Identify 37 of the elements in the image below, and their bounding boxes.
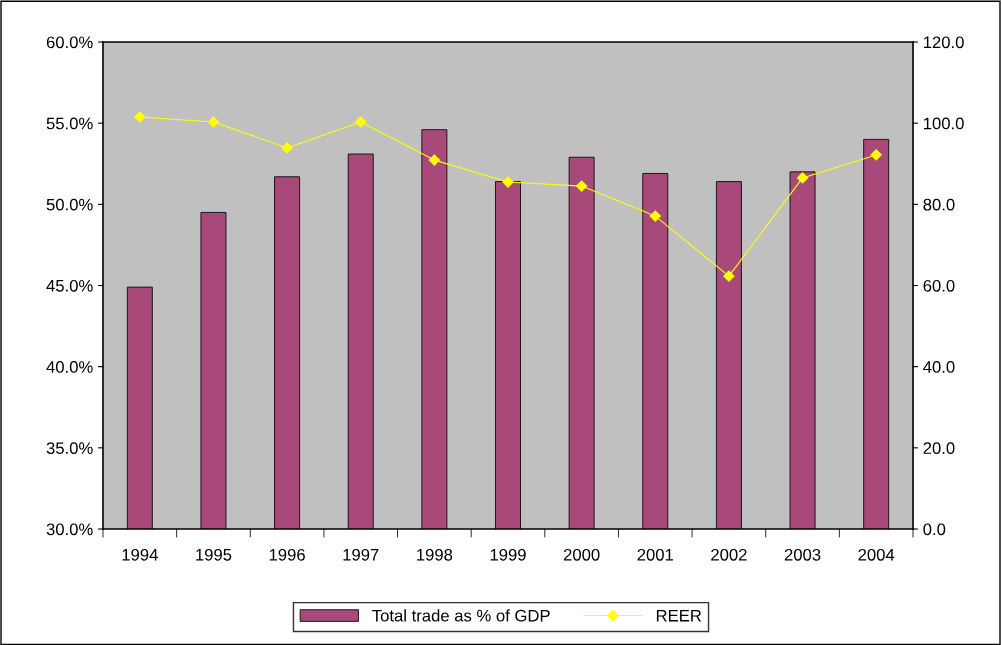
point [576,180,588,192]
legend-label: REER [656,609,702,622]
y-tick-label: 50.0% [46,198,93,211]
x-tick-label: 1999 [490,548,526,561]
legend-label: Total trade as % of GDP [372,609,550,622]
x-tick-label: 2003 [784,548,821,561]
y-tick-label: 60.0% [46,36,93,49]
x-tick-label: 2002 [711,548,747,561]
y-tick-label: 55.0% [46,117,93,130]
y2-tick-label: 20.0 [923,442,955,455]
point [428,154,440,166]
y2-tick-label: 100.0 [923,117,964,130]
y-tick-label: 35.0% [46,442,93,455]
y2-tick-label: 40.0 [923,361,955,373]
x-tick-label: 2004 [858,548,895,561]
y2-tick-label: 60.0 [923,279,955,292]
y-tick-label: 40.0% [46,361,93,373]
point [870,149,882,161]
point [796,172,809,184]
point [355,116,367,128]
point [281,142,293,154]
x-tick-label: 2000 [563,548,600,561]
x-tick-label: 1996 [269,548,305,561]
x-tick-label: 1998 [417,548,453,561]
y-tick-label: 30.0% [46,523,93,536]
x-tick-label: 2001 [637,548,673,561]
point [207,116,220,128]
y2-tick-label: 80.0 [923,198,955,211]
y2-tick-label: 0.0 [923,523,946,536]
y2-tick-label: 120.0 [923,36,964,49]
x-tick-label: 1994 [122,548,158,561]
point [649,210,661,222]
x-tick-label: 1995 [196,548,232,561]
y-tick-label: 45.0% [46,279,93,292]
point [134,111,146,123]
x-tick-label: 1997 [343,548,379,561]
point [723,270,735,282]
